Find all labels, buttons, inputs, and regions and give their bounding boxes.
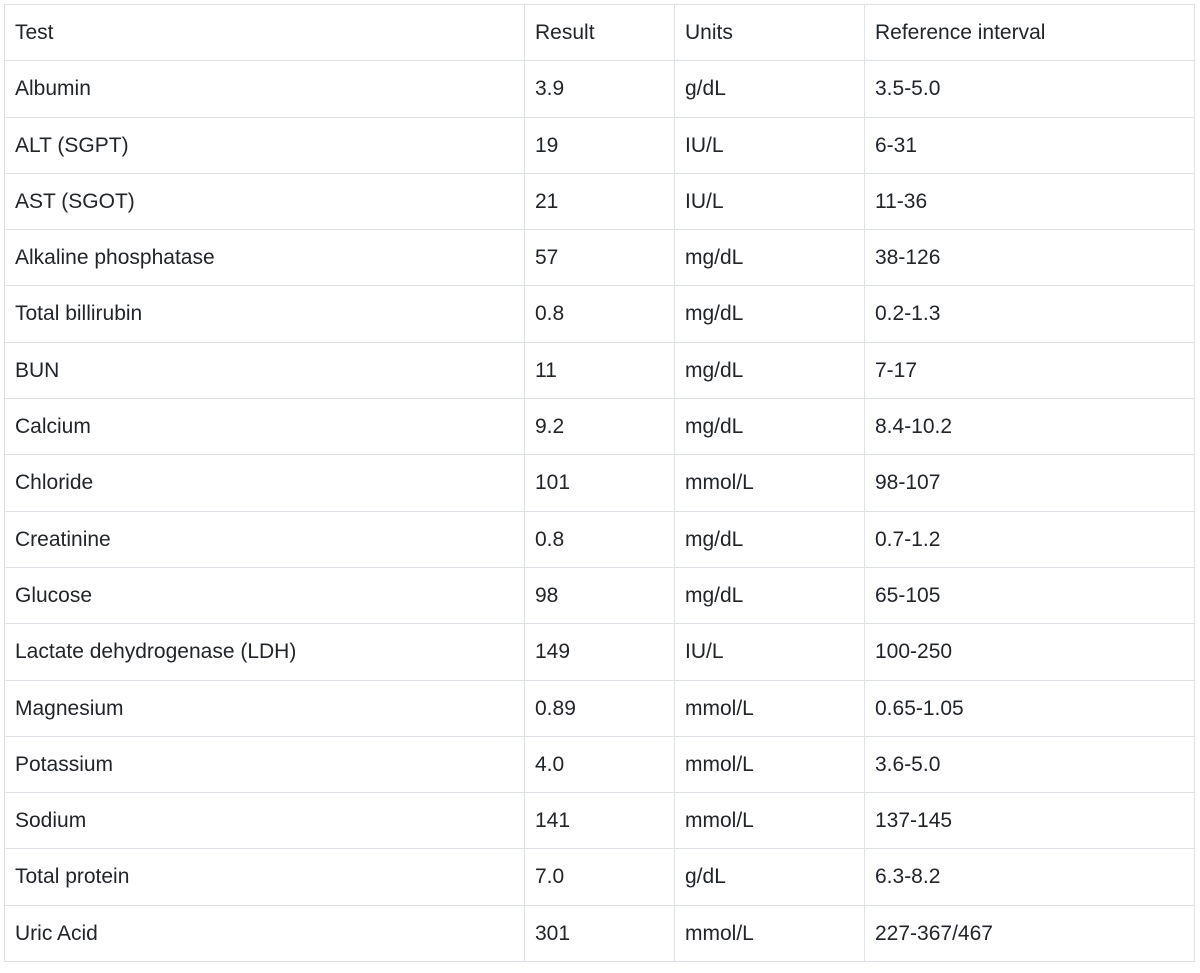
col-header-result: Result [525, 5, 675, 61]
cell-ref: 98-107 [865, 455, 1195, 511]
cell-test: Total billirubin [5, 286, 525, 342]
table-row: Creatinine 0.8 mg/dL 0.7-1.2 [5, 511, 1195, 567]
table-row: BUN 11 mg/dL 7-17 [5, 342, 1195, 398]
cell-result: 7.0 [525, 849, 675, 905]
table-row: Alkaline phosphatase 57 mg/dL 38-126 [5, 230, 1195, 286]
table-row: Chloride 101 mmol/L 98-107 [5, 455, 1195, 511]
table-row: Total protein 7.0 g/dL 6.3-8.2 [5, 849, 1195, 905]
col-header-units: Units [675, 5, 865, 61]
cell-units: mg/dL [675, 230, 865, 286]
table-row: Albumin 3.9 g/dL 3.5-5.0 [5, 61, 1195, 117]
cell-ref: 38-126 [865, 230, 1195, 286]
cell-test: Magnesium [5, 680, 525, 736]
cell-ref: 0.65-1.05 [865, 680, 1195, 736]
cell-units: mg/dL [675, 511, 865, 567]
cell-units: mmol/L [675, 455, 865, 511]
cell-units: mmol/L [675, 905, 865, 961]
cell-ref: 227-367/467 [865, 905, 1195, 961]
table-row: Total billirubin 0.8 mg/dL 0.2-1.3 [5, 286, 1195, 342]
cell-result: 0.89 [525, 680, 675, 736]
cell-units: mmol/L [675, 680, 865, 736]
table-row: Lactate dehydrogenase (LDH) 149 IU/L 100… [5, 624, 1195, 680]
cell-ref: 3.6-5.0 [865, 736, 1195, 792]
table-row: ALT (SGPT) 19 IU/L 6-31 [5, 117, 1195, 173]
cell-result: 149 [525, 624, 675, 680]
cell-ref: 0.2-1.3 [865, 286, 1195, 342]
table-header-row: Test Result Units Reference interval [5, 5, 1195, 61]
cell-ref: 0.7-1.2 [865, 511, 1195, 567]
cell-test: Uric Acid [5, 905, 525, 961]
cell-ref: 65-105 [865, 567, 1195, 623]
cell-units: mmol/L [675, 793, 865, 849]
cell-ref: 11-36 [865, 173, 1195, 229]
cell-units: g/dL [675, 61, 865, 117]
cell-test: Calcium [5, 399, 525, 455]
cell-result: 57 [525, 230, 675, 286]
cell-result: 98 [525, 567, 675, 623]
cell-units: IU/L [675, 624, 865, 680]
cell-units: mg/dL [675, 399, 865, 455]
cell-result: 19 [525, 117, 675, 173]
table-row: Sodium 141 mmol/L 137-145 [5, 793, 1195, 849]
cell-ref: 137-145 [865, 793, 1195, 849]
lab-results-table: Test Result Units Reference interval Alb… [4, 4, 1195, 962]
cell-test: Potassium [5, 736, 525, 792]
col-header-ref: Reference interval [865, 5, 1195, 61]
cell-test: BUN [5, 342, 525, 398]
cell-ref: 6-31 [865, 117, 1195, 173]
cell-result: 21 [525, 173, 675, 229]
cell-test: Chloride [5, 455, 525, 511]
cell-units: mmol/L [675, 736, 865, 792]
cell-result: 0.8 [525, 286, 675, 342]
col-header-test: Test [5, 5, 525, 61]
cell-units: IU/L [675, 173, 865, 229]
cell-units: IU/L [675, 117, 865, 173]
table-body: Albumin 3.9 g/dL 3.5-5.0 ALT (SGPT) 19 I… [5, 61, 1195, 962]
cell-result: 9.2 [525, 399, 675, 455]
cell-test: ALT (SGPT) [5, 117, 525, 173]
cell-units: mg/dL [675, 567, 865, 623]
cell-units: mg/dL [675, 286, 865, 342]
cell-test: Lactate dehydrogenase (LDH) [5, 624, 525, 680]
table-row: Magnesium 0.89 mmol/L 0.65-1.05 [5, 680, 1195, 736]
table-row: Calcium 9.2 mg/dL 8.4-10.2 [5, 399, 1195, 455]
cell-test: Glucose [5, 567, 525, 623]
cell-result: 141 [525, 793, 675, 849]
table-row: Glucose 98 mg/dL 65-105 [5, 567, 1195, 623]
cell-units: mg/dL [675, 342, 865, 398]
cell-result: 0.8 [525, 511, 675, 567]
cell-units: g/dL [675, 849, 865, 905]
cell-test: Sodium [5, 793, 525, 849]
cell-test: AST (SGOT) [5, 173, 525, 229]
cell-result: 101 [525, 455, 675, 511]
cell-test: Creatinine [5, 511, 525, 567]
cell-ref: 3.5-5.0 [865, 61, 1195, 117]
cell-ref: 6.3-8.2 [865, 849, 1195, 905]
cell-result: 4.0 [525, 736, 675, 792]
cell-ref: 7-17 [865, 342, 1195, 398]
cell-result: 11 [525, 342, 675, 398]
cell-result: 3.9 [525, 61, 675, 117]
table-row: Potassium 4.0 mmol/L 3.6-5.0 [5, 736, 1195, 792]
cell-result: 301 [525, 905, 675, 961]
table-row: AST (SGOT) 21 IU/L 11-36 [5, 173, 1195, 229]
table-row: Uric Acid 301 mmol/L 227-367/467 [5, 905, 1195, 961]
cell-test: Alkaline phosphatase [5, 230, 525, 286]
cell-test: Total protein [5, 849, 525, 905]
cell-test: Albumin [5, 61, 525, 117]
cell-ref: 100-250 [865, 624, 1195, 680]
cell-ref: 8.4-10.2 [865, 399, 1195, 455]
